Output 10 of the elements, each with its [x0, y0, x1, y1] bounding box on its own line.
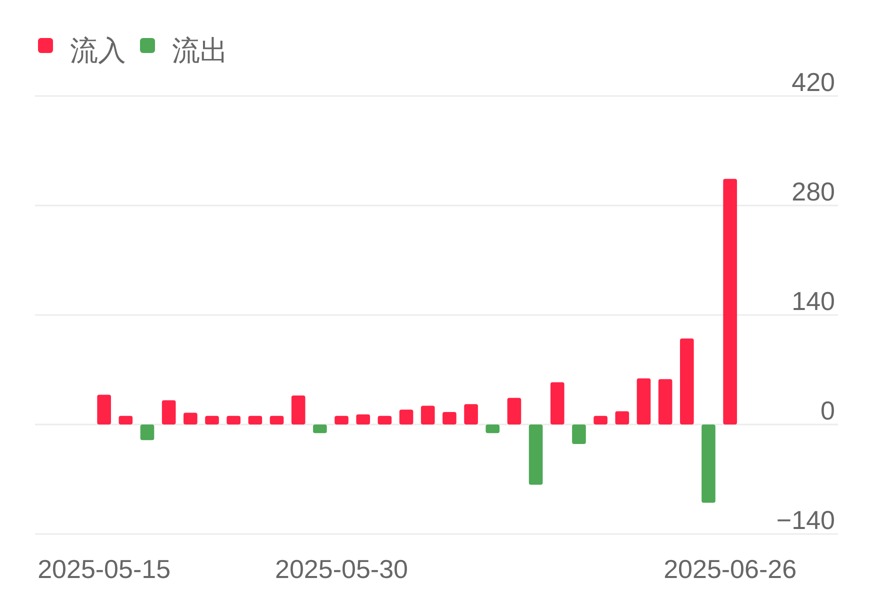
y-tick-label: 0: [820, 396, 835, 426]
y-tick-label: −140: [776, 505, 835, 535]
x-tick-label: 2025-05-15: [38, 554, 171, 584]
legend-label: 流出: [172, 35, 228, 66]
y-tick-label: 140: [792, 286, 835, 316]
legend-label: 流入: [70, 35, 126, 66]
x-tick-label: 2025-06-26: [664, 554, 797, 584]
y-tick-label: 420: [792, 67, 835, 97]
x-tick-label: 2025-05-30: [275, 554, 408, 584]
y-tick-label: 280: [792, 176, 835, 206]
